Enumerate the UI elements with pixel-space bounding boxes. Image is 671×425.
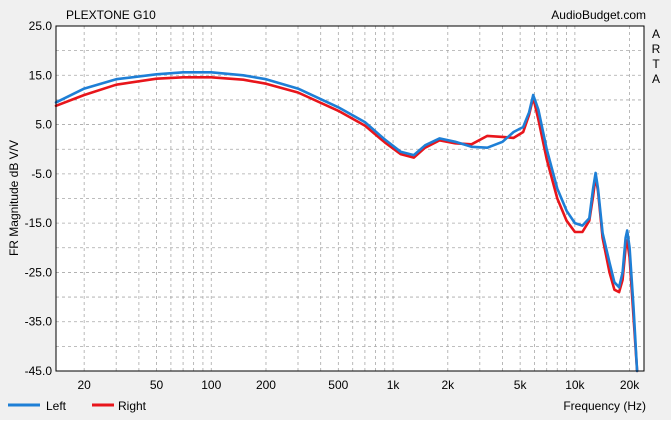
y-axis-label: FR Magnitude dB V/V bbox=[7, 140, 21, 256]
legend: Left Right bbox=[8, 399, 147, 413]
y-tick-label: -35.0 bbox=[25, 315, 53, 329]
y-tick-label: 5.0 bbox=[35, 118, 52, 132]
curves bbox=[54, 71, 639, 373]
y-tick-label: -45.0 bbox=[25, 364, 53, 378]
y-tick-label: 25.0 bbox=[29, 19, 53, 33]
x-tick-label: 2k bbox=[441, 378, 455, 392]
x-tick-label: 20k bbox=[620, 378, 640, 392]
series-line-left bbox=[54, 71, 639, 373]
arta-side-label: A R T A bbox=[652, 27, 661, 86]
plot-border bbox=[55, 25, 645, 372]
legend-label-left: Left bbox=[46, 399, 67, 413]
x-tick-label: 5k bbox=[514, 378, 528, 392]
series-line-right bbox=[54, 76, 639, 373]
side-label-letter: A bbox=[652, 27, 660, 41]
y-tick-label: -25.0 bbox=[25, 265, 53, 279]
x-tick-label: 500 bbox=[328, 378, 348, 392]
side-label-letter: A bbox=[652, 72, 660, 86]
x-tick-label: 200 bbox=[256, 378, 276, 392]
y-tick-label: -5.0 bbox=[31, 167, 52, 181]
x-tick-labels: 20 50 100 200 500 1k 2k 5k 10k 20k bbox=[77, 378, 640, 392]
credit-label: AudioBudget.com bbox=[551, 8, 646, 22]
x-tick-label: 100 bbox=[201, 378, 221, 392]
x-axis-label: Frequency (Hz) bbox=[563, 399, 646, 413]
x-tick-label: 20 bbox=[77, 378, 91, 392]
legend-label-right: Right bbox=[118, 399, 147, 413]
x-tick-label: 50 bbox=[150, 378, 164, 392]
chart-title: PLEXTONE G10 bbox=[66, 8, 156, 22]
x-tick-label: 10k bbox=[565, 378, 585, 392]
y-tick-label: 15.0 bbox=[29, 68, 53, 82]
side-label-letter: R bbox=[652, 42, 661, 56]
x-tick-label: 1k bbox=[387, 378, 401, 392]
y-tick-label: -15.0 bbox=[25, 216, 53, 230]
y-tick-labels: 25.0 15.0 5.0 -5.0 -15.0 -25.0 -35.0 -45.0 bbox=[25, 19, 53, 378]
side-label-letter: T bbox=[652, 57, 660, 71]
